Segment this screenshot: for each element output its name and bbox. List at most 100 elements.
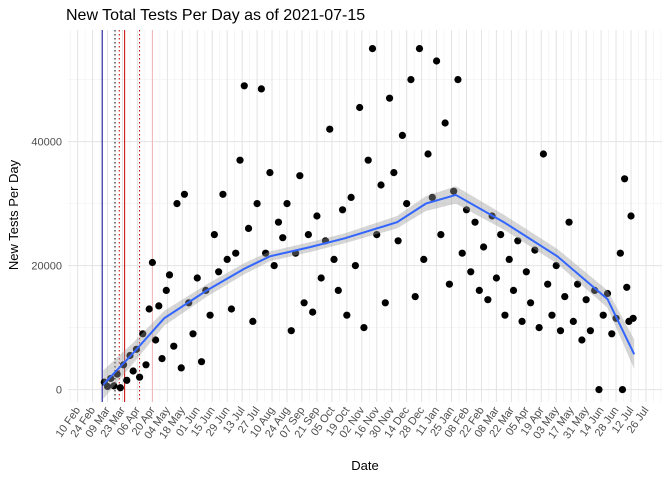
point (373, 231, 381, 239)
point (244, 224, 253, 232)
point (283, 200, 291, 208)
point (390, 169, 398, 177)
point (262, 249, 270, 257)
point (569, 317, 577, 325)
point (599, 311, 607, 319)
y-tick-label: 20000 (31, 261, 62, 273)
point (509, 286, 518, 294)
point (249, 317, 257, 325)
point (155, 302, 163, 310)
point (561, 293, 569, 301)
point (394, 237, 402, 245)
point (522, 268, 530, 276)
point (197, 358, 206, 366)
point (586, 327, 595, 335)
point (518, 317, 526, 325)
point (505, 255, 513, 263)
chart-title: New Total Tests Per Day as of 2021-07-15 (66, 7, 365, 24)
point (110, 382, 118, 390)
point (162, 286, 170, 294)
point (450, 187, 458, 195)
point (492, 274, 501, 282)
point (219, 190, 227, 198)
point (330, 255, 338, 263)
point (343, 311, 351, 319)
point (548, 311, 556, 319)
point (129, 367, 137, 375)
point (578, 336, 586, 344)
point (535, 324, 543, 332)
point (544, 280, 552, 288)
point (139, 330, 147, 338)
point (173, 200, 181, 208)
point (170, 342, 178, 350)
point (123, 376, 131, 384)
point (313, 212, 321, 220)
point (180, 190, 189, 198)
point (437, 231, 445, 239)
point (266, 169, 274, 177)
point (210, 231, 218, 239)
point (385, 94, 394, 102)
point (103, 382, 112, 391)
point (552, 262, 560, 270)
point (424, 150, 432, 158)
point (364, 156, 372, 164)
point (270, 262, 278, 270)
point (415, 45, 424, 53)
point (629, 314, 637, 322)
point (326, 125, 334, 133)
point (215, 268, 223, 276)
confidence-band (103, 186, 635, 399)
point (471, 218, 479, 226)
point (398, 131, 406, 139)
point (627, 212, 635, 220)
point (287, 327, 295, 335)
point (107, 374, 115, 383)
point (206, 311, 214, 319)
point (531, 246, 539, 254)
point (467, 268, 475, 276)
point (501, 311, 509, 319)
point (595, 386, 603, 394)
y-tick-label: 0 (56, 385, 62, 397)
point (257, 85, 265, 93)
point (582, 296, 590, 304)
point (177, 364, 185, 372)
point (623, 283, 631, 291)
point (317, 274, 325, 282)
point (145, 305, 153, 313)
point (497, 231, 505, 239)
point (420, 255, 428, 263)
point (334, 286, 342, 294)
trend-line (102, 193, 636, 386)
point (227, 305, 236, 313)
point (454, 76, 462, 84)
point (223, 255, 231, 263)
point (360, 324, 368, 332)
point (411, 293, 419, 301)
point (475, 286, 483, 294)
point (462, 206, 471, 214)
x-axis-title: Date (351, 458, 378, 473)
y-tick-label: 40000 (31, 137, 62, 149)
point (135, 373, 144, 381)
point (356, 103, 364, 112)
point (514, 237, 522, 245)
point (377, 181, 385, 189)
point (236, 156, 244, 164)
point (565, 218, 573, 226)
point (304, 231, 312, 239)
point (428, 193, 436, 201)
point (296, 172, 304, 180)
y-axis-title: New Tests Per Day (6, 159, 21, 270)
point (618, 386, 627, 394)
point (158, 355, 166, 363)
point (189, 330, 197, 338)
point (458, 249, 466, 257)
point (351, 262, 359, 270)
point (608, 330, 616, 338)
point (116, 384, 124, 392)
point (441, 119, 449, 127)
